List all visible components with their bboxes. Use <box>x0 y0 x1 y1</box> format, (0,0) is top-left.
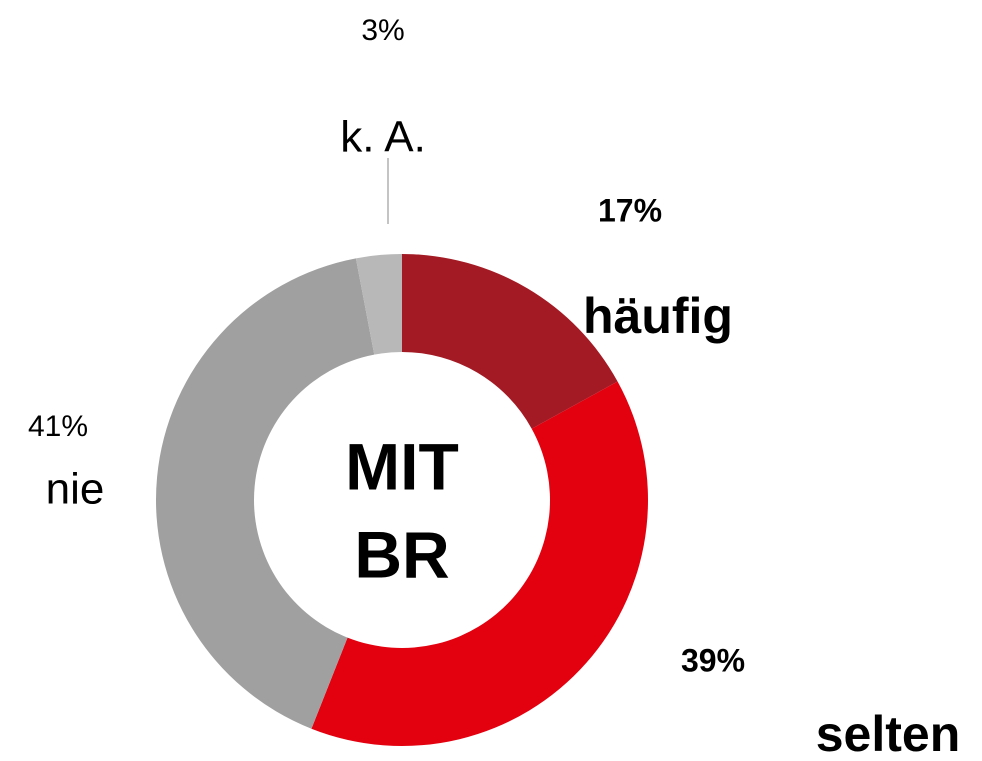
value-label: 17% <box>598 192 662 228</box>
value-label: 41% <box>28 410 88 443</box>
category-label: nie <box>46 465 105 514</box>
donut-segment <box>155 258 375 729</box>
center-label: MIT <box>345 429 459 503</box>
category-label: selten <box>816 706 961 761</box>
value-label: 3% <box>361 14 404 47</box>
value-label: 39% <box>681 642 745 678</box>
donut-segment <box>311 381 648 746</box>
category-label: k. A. <box>340 113 426 162</box>
category-label: häufig <box>583 288 733 344</box>
donut-segment <box>402 254 618 429</box>
center-label: BR <box>354 517 449 591</box>
donut-segment <box>355 254 402 355</box>
